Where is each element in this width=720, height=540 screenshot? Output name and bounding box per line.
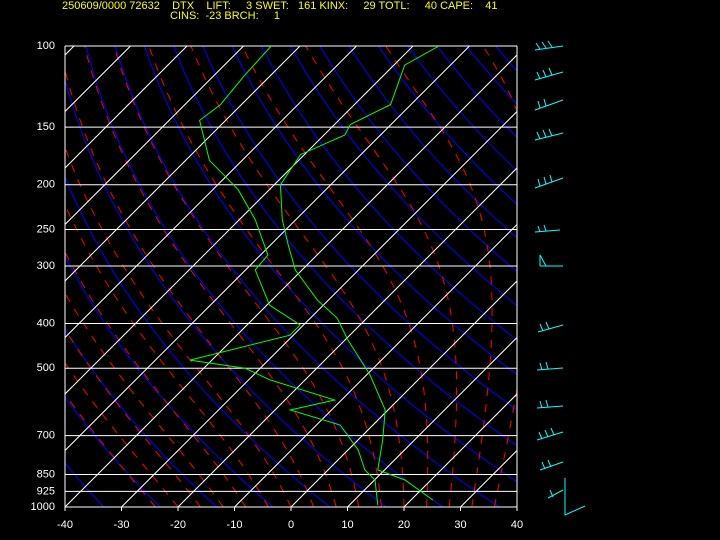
moist-adiabat	[113, 46, 360, 507]
moist-adiabat	[305, 46, 458, 507]
wind-barb	[534, 67, 564, 81]
isotherm	[65, 46, 244, 226]
isotherm	[460, 449, 517, 507]
y-tick-label: 400	[37, 317, 55, 329]
sounding-line	[189, 46, 379, 506]
wind-barb	[534, 40, 564, 51]
x-tick-label: -40	[57, 519, 73, 531]
isotherm	[65, 46, 301, 282]
y-tick-label: 925	[37, 485, 55, 497]
chart-title: 250609/0000 72632 DTX LIFT: 3 SWET: 161 …	[62, 0, 498, 12]
moist-adiabat	[65, 292, 224, 507]
dry-adiabat	[378, 46, 517, 205]
y-tick-label: 500	[37, 362, 55, 374]
dry-adiabat	[85, 46, 443, 507]
dry-adiabat	[65, 78, 387, 507]
dry-adiabat	[65, 396, 161, 507]
dry-adiabat	[261, 46, 517, 341]
isotherm	[403, 393, 517, 507]
dry-adiabat	[65, 255, 274, 507]
dry-adiabat	[290, 46, 517, 307]
dry-adiabat	[465, 46, 517, 105]
grid	[64, 45, 518, 511]
isotherm	[65, 46, 357, 339]
dry-adiabat	[144, 46, 517, 483]
dry-adiabat	[348, 46, 517, 239]
wind-barb	[536, 361, 564, 371]
dry-adiabat	[554, 46, 720, 507]
wind-barb	[534, 98, 564, 111]
isotherm	[65, 46, 470, 452]
wind-barb	[534, 174, 564, 189]
moist-adiabat	[190, 46, 405, 507]
wind-barb	[534, 128, 564, 141]
x-tick-label: 10	[341, 519, 353, 531]
isotherm	[516, 506, 517, 507]
y-tick-label: 150	[37, 121, 55, 133]
moist-adiabat	[65, 393, 156, 507]
y-tick-label: 300	[37, 260, 55, 272]
moist-adiabat	[241, 46, 429, 507]
x-tick-label: -10	[227, 519, 243, 531]
moist-adiabat	[516, 504, 517, 507]
x-tick-label: 20	[398, 519, 410, 531]
y-tick-label: 100	[37, 40, 55, 52]
isotherm	[65, 46, 188, 169]
moist-adiabat	[148, 46, 382, 507]
moist-adiabat	[65, 362, 179, 507]
dry-adiabat	[436, 46, 517, 139]
y-tick-label: 200	[37, 179, 55, 191]
background-lines	[0, 46, 720, 507]
moist-adiabat	[540, 46, 657, 507]
dry-adiabat	[231, 46, 517, 376]
dry-adiabat	[173, 46, 517, 447]
wind-barb	[539, 254, 563, 267]
dry-adiabat	[202, 46, 517, 411]
moist-adiabat	[65, 328, 201, 507]
wind-barb	[537, 321, 564, 333]
moist-adiabat	[385, 46, 493, 507]
chart-subtitle: CINS: -23 BRCH: 1	[170, 10, 280, 22]
dry-adiabat	[319, 46, 517, 273]
dry-adiabat	[407, 46, 517, 172]
x-tick-label: 30	[454, 519, 466, 531]
y-tick-label: 250	[37, 223, 55, 235]
moist-adiabat	[84, 46, 337, 507]
sounding-line	[279, 46, 440, 501]
x-tick-label: -20	[170, 519, 186, 531]
dry-adiabat	[65, 175, 331, 507]
y-tick-label: 1000	[31, 501, 55, 513]
traces	[189, 46, 440, 506]
isotherm	[0, 46, 18, 507]
wind-barbs	[534, 40, 586, 516]
dry-adiabat	[583, 46, 720, 507]
isotherm	[65, 54, 517, 507]
wind-barb	[534, 224, 561, 233]
moist-adiabat	[65, 146, 292, 507]
dry-adiabat	[495, 46, 517, 72]
wind-barb	[547, 478, 586, 516]
isotherm	[121, 110, 517, 507]
x-tick-label: -30	[114, 519, 130, 531]
isotherm	[65, 46, 414, 395]
isotherm	[347, 336, 517, 507]
moist-adiabat	[65, 68, 315, 507]
wind-barb	[536, 427, 564, 441]
y-tick-label: 700	[37, 429, 55, 441]
x-tick-label: 0	[288, 519, 294, 531]
dry-adiabat	[613, 46, 720, 507]
isotherm	[290, 280, 517, 507]
wind-barb	[539, 459, 564, 471]
x-tick-label: 40	[511, 519, 523, 531]
y-tick-label: 850	[37, 468, 55, 480]
isotherm	[234, 223, 517, 507]
wind-barb	[536, 399, 564, 409]
dry-adiabat	[65, 328, 218, 507]
isotherm	[177, 167, 517, 507]
dry-adiabat	[525, 46, 720, 507]
